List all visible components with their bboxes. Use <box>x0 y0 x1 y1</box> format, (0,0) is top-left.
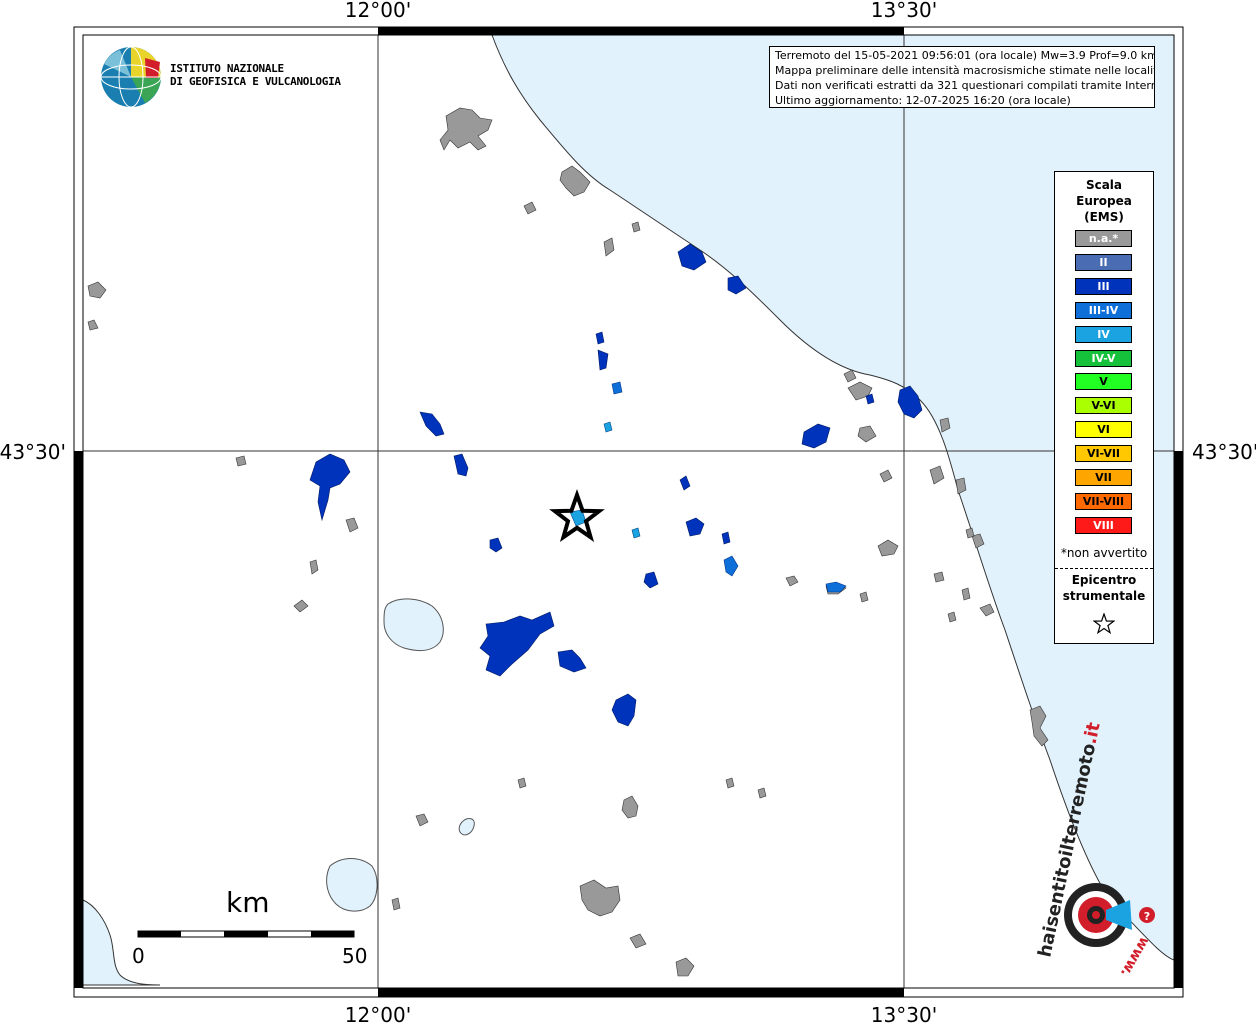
municipalities-iv <box>569 421 641 539</box>
legend-title-line2: Europea <box>1076 194 1132 208</box>
legend-item-iii: III <box>1075 277 1132 295</box>
scale-max-label: 50 <box>342 944 368 968</box>
lagoon-area <box>82 899 161 986</box>
map-frame <box>73 26 1184 998</box>
legend-item-vii: VII <box>1075 469 1132 486</box>
lon-label-bottom-2: 13°30' <box>871 1003 937 1024</box>
ingv-logo-icon <box>100 46 162 108</box>
legend-item-iv: IV <box>1075 325 1132 343</box>
legend-separator <box>1055 568 1153 569</box>
legend-item-iii-iv: III-IV <box>1075 301 1132 319</box>
event-info-box: Terremoto del 15-05-2021 09:56:01 (ora l… <box>769 46 1155 108</box>
lon-label-top-1: 12°00' <box>345 0 411 22</box>
lake-trasimeno <box>383 598 444 651</box>
legend-item-v: V <box>1075 373 1132 391</box>
municipalities-na <box>87 107 1049 977</box>
legend-title: Scala Europea (EMS) <box>1055 177 1153 225</box>
legend-item-vi-vii: VI-VII <box>1075 445 1132 463</box>
graticule <box>83 35 1174 988</box>
legend-item-iv-v: IV-V <box>1075 349 1132 367</box>
event-info-line1: Terremoto del 15-05-2021 09:56:01 (ora l… <box>775 49 1155 62</box>
ingv-name-line1: ISTITUTO NAZIONALE <box>170 62 284 75</box>
municipalities-iii-iv <box>611 381 847 593</box>
scale-unit-label: km <box>226 886 270 919</box>
lake-small <box>458 818 475 836</box>
legend-item-n-a: n.a.* <box>1075 230 1132 247</box>
legend-star-icon <box>1093 613 1115 635</box>
legend-item-vi: VI <box>1075 421 1132 439</box>
legend-epi-line2: strumentale <box>1062 589 1146 603</box>
scale-min-label: 0 <box>132 944 145 968</box>
legend-item-viii: VIII <box>1075 516 1132 534</box>
event-info-line3: Dati non verificati estratti da 321 ques… <box>775 79 1155 92</box>
epicenter-star <box>549 489 605 543</box>
lon-label-bottom-1: 12°00' <box>345 1003 411 1024</box>
legend-epi-line1: Epicentro <box>1071 573 1137 587</box>
legend-title-line1: Scala <box>1085 178 1123 192</box>
svg-text:?: ? <box>1144 910 1150 923</box>
legend-item-vii-viii: VII-VIII <box>1075 492 1132 510</box>
ingv-name-line2: DI GEOFISICA E VULCANOLOGIA <box>170 75 341 88</box>
event-info-line4: Ultimo aggiornamento: 12-07-2025 16:20 (… <box>775 94 1071 107</box>
lat-label-right: 43°30' <box>1192 440 1256 464</box>
lake-bolsena <box>326 858 378 912</box>
scale-bar <box>137 930 355 938</box>
hsit-badge-www: www. <box>1117 934 1152 979</box>
legend-item-ii: II <box>1075 253 1132 271</box>
hsit-badge-icon: ? <box>1064 883 1155 947</box>
municipalities-iii <box>309 243 923 727</box>
lon-label-top-2: 13°30' <box>871 0 937 22</box>
legend-title-line3: (EMS) <box>1084 210 1124 224</box>
legend-item-v-vi: V-VI <box>1075 397 1132 415</box>
event-info-line2: Mappa preliminare delle intensità macros… <box>775 64 1155 77</box>
lat-label-left: 43°30' <box>0 440 66 464</box>
legend-epicenter-label: Epicentro strumentale <box>1055 572 1153 604</box>
ingv-logo-text: ISTITUTO NAZIONALE DI GEOFISICA E VULCAN… <box>170 62 341 88</box>
legend-note: *non avvertito <box>1060 546 1148 560</box>
ems-legend: Scala Europea (EMS) n.a.* II III III-IV IV IV… <box>1054 171 1154 644</box>
